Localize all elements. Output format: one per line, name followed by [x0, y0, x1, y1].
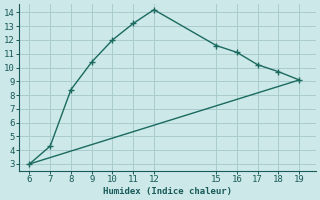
- X-axis label: Humidex (Indice chaleur): Humidex (Indice chaleur): [103, 187, 232, 196]
